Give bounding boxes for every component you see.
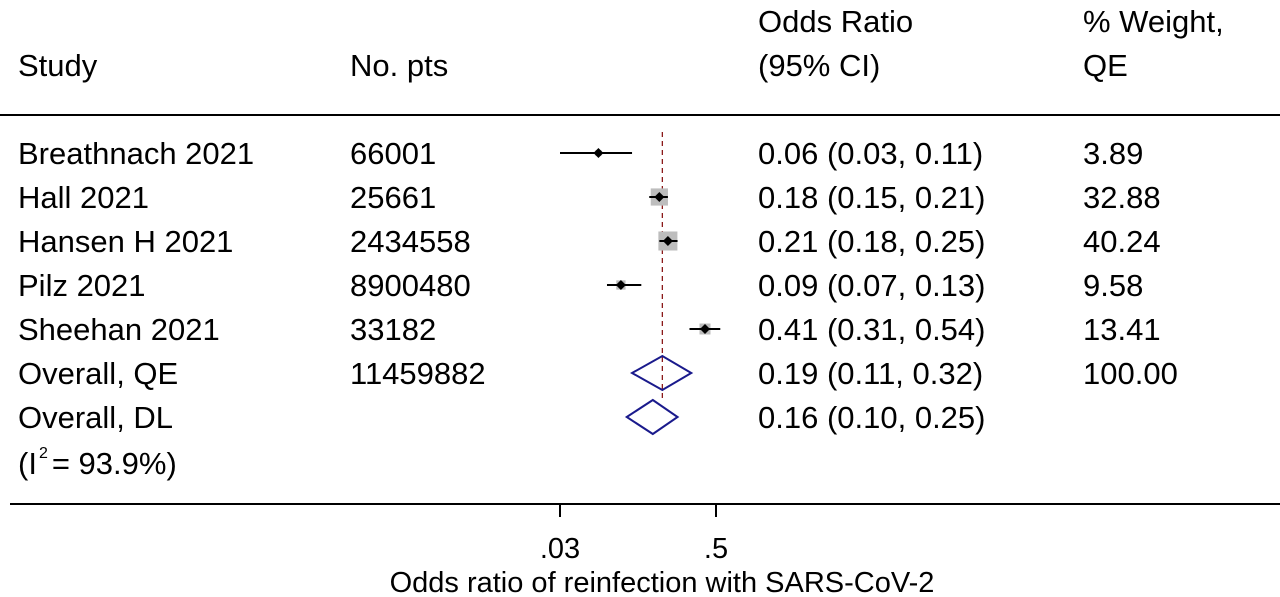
pooled-or-ci: 0.19 (0.11, 0.32) xyxy=(758,356,984,391)
pooled-diamond xyxy=(629,354,694,392)
study-weight: 32.88 xyxy=(1083,180,1161,215)
point-estimate xyxy=(654,192,665,202)
study-name: Pilz 2021 xyxy=(18,268,146,303)
pooled-name: Overall, QE xyxy=(18,356,179,391)
x-tick-label: .03 xyxy=(540,533,580,565)
heterogeneity-suffix: = 93.9%) xyxy=(51,446,177,481)
pooled-name: Overall, DL xyxy=(18,400,174,435)
study-or-ci: 0.18 (0.15, 0.21) xyxy=(758,180,986,215)
study-or-ci: 0.41 (0.31, 0.54) xyxy=(758,312,986,347)
pooled-weight: 100.00 xyxy=(1083,356,1178,391)
header-odds-ratio: Odds Ratio (95% CI) xyxy=(758,4,914,83)
header-no-pts: No. pts xyxy=(350,48,449,83)
study-weight: 9.58 xyxy=(1083,268,1144,303)
study-weight: 3.89 xyxy=(1083,136,1144,171)
study-or-ci: 0.06 (0.03, 0.11) xyxy=(758,136,984,171)
point-estimate xyxy=(615,280,626,290)
study-weight: 13.41 xyxy=(1083,312,1161,347)
study-pts: 2434558 xyxy=(350,224,471,259)
study-name: Hansen H 2021 xyxy=(18,224,234,259)
study-or-ci: 0.09 (0.07, 0.13) xyxy=(758,268,986,303)
study-pts: 66001 xyxy=(350,136,437,171)
point-estimate xyxy=(699,324,710,334)
study-weight: 40.24 xyxy=(1083,224,1161,259)
pooled-diamond xyxy=(624,398,680,436)
heterogeneity-stat: (I 2 = 93.9%) xyxy=(18,445,177,488)
study-pts: 33182 xyxy=(350,312,437,347)
pooled-pts: 11459882 xyxy=(350,356,486,391)
study-or-ci: 0.21 (0.18, 0.25) xyxy=(758,224,986,259)
point-estimate xyxy=(593,148,604,158)
pooled-or-ci: 0.16 (0.10, 0.25) xyxy=(758,400,986,435)
heterogeneity-sup: 2 xyxy=(38,445,48,462)
header-weight: % Weight, QE xyxy=(1083,4,1224,83)
study-pts: 25661 xyxy=(350,180,437,215)
x-tick-label: .5 xyxy=(704,533,728,565)
study-name: Hall 2021 xyxy=(18,180,149,215)
point-estimate xyxy=(662,236,673,246)
study-pts: 8900480 xyxy=(350,268,471,303)
x-axis-label: Odds ratio of reinfection with SARS-CoV-… xyxy=(390,567,935,597)
header-study: Study xyxy=(18,48,98,83)
heterogeneity-prefix: (I xyxy=(18,446,37,481)
study-name: Breathnach 2021 xyxy=(18,136,255,171)
study-name: Sheehan 2021 xyxy=(18,312,220,347)
